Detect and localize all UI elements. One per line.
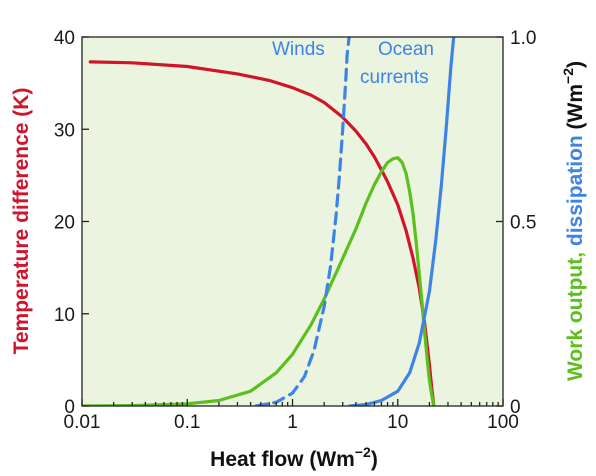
y-axis-title-right-work: Work output, [564, 246, 587, 381]
annotation-ocean: Ocean [378, 39, 434, 60]
x-tick-label-4: 100 [487, 412, 519, 433]
plot-area [82, 37, 503, 406]
y-axis-title-left: Temperature difference (K) [10, 88, 33, 355]
x-tick-label-3: 10 [387, 412, 408, 433]
y-axis-title-right-units: (Wm [564, 84, 587, 130]
y-right-tick-label-0: 0 [510, 397, 521, 418]
series-line-2-dissipation [254, 37, 351, 406]
x-tick-label-2: 1 [287, 412, 298, 433]
y-left-tick-label-3: 30 [54, 120, 75, 141]
x-tick-label-0: 0.01 [64, 412, 101, 433]
x-tick-label-1: 0.1 [174, 412, 200, 433]
y-right-tick-label-2: 1.0 [510, 28, 536, 49]
y-axis-title-right-dissipation: dissipation [564, 129, 587, 246]
y-right-tick-label-1: 0.5 [510, 213, 536, 234]
x-axis-title-tail: ) [371, 448, 378, 471]
annotation-currents: currents [360, 67, 429, 88]
x-axis-title: Heat flow (Wm−2) [210, 444, 378, 471]
y-axis-title-right-sup: −2 [560, 68, 576, 84]
y-left-tick-label-2: 20 [54, 213, 75, 234]
x-axis-title-main: Heat flow (Wm [210, 448, 355, 471]
annotation-winds: Winds [272, 39, 325, 60]
y-axis-title-right: Work output, dissipation (Wm−2) [560, 61, 587, 381]
series-line-1-work [82, 156, 436, 406]
y-axis-title-right-tail: ) [564, 61, 587, 68]
series-line-3-dissipation [348, 37, 456, 406]
y-left-tick-label-1: 10 [54, 305, 75, 326]
y-left-tick-label-4: 40 [54, 28, 75, 49]
curves-layer [82, 37, 456, 406]
x-axis-title-sup: −2 [355, 444, 371, 460]
y-left-tick-label-0: 0 [64, 397, 75, 418]
